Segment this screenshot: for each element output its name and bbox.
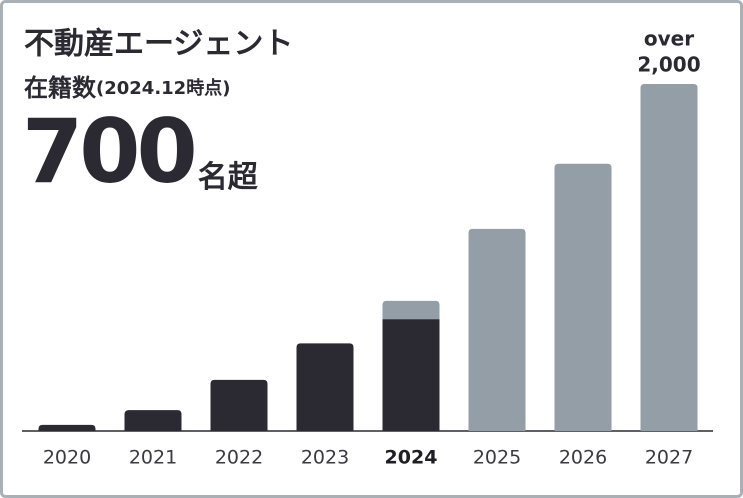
chart-title: 不動産エージェント <box>24 27 293 62</box>
bar <box>210 379 268 431</box>
bar <box>296 343 354 431</box>
x-tick-label: 2022 <box>215 447 263 469</box>
x-tick-label: 2027 <box>645 447 693 469</box>
x-tick-label: 2020 <box>43 447 91 469</box>
bar <box>382 300 440 320</box>
x-tick-label: 2024 <box>385 447 438 469</box>
annotation: over <box>644 27 694 51</box>
x-tick-label: 2021 <box>129 447 177 469</box>
bar <box>124 410 182 431</box>
headline-unit: 名超 <box>198 160 259 195</box>
bar <box>38 424 96 431</box>
value-label: 2,000 <box>637 53 700 77</box>
x-tick-label: 2023 <box>301 447 349 469</box>
headline: 700 名超 <box>22 100 259 203</box>
bar <box>554 163 612 431</box>
bar <box>468 228 526 431</box>
headline-value: 700 <box>22 100 194 203</box>
subtitle-main: 在籍数 <box>24 74 97 102</box>
subtitle-note: (2024.12時点) <box>96 77 230 99</box>
bar <box>382 319 440 431</box>
bar <box>640 84 698 431</box>
subtitle: 在籍数(2024.12時点) <box>24 74 230 102</box>
x-tick-label: 2025 <box>473 447 521 469</box>
x-tick-label: 2026 <box>559 447 607 469</box>
